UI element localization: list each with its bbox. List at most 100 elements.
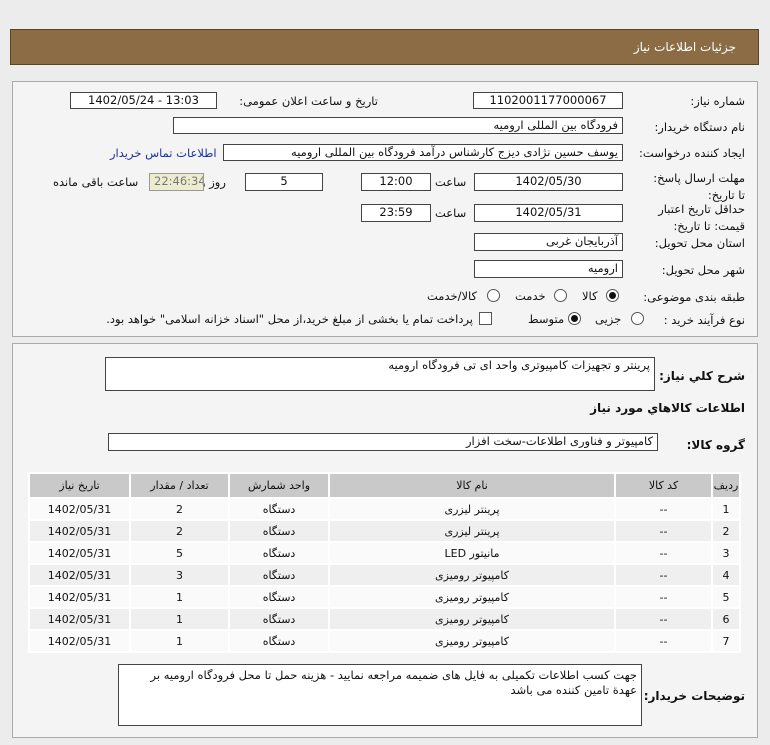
table-row: 7 -- کامپیوتر رومیزی دستگاه 1 1402/05/31 xyxy=(28,629,741,653)
buyer-label: نام دستگاه خریدار: xyxy=(654,120,745,134)
cell-row-number: 6 xyxy=(711,607,741,631)
cell-quantity: 2 xyxy=(129,497,230,521)
process-option-medium: متوسط xyxy=(528,312,565,326)
creator-label: ایجاد کننده درخواست: xyxy=(639,146,745,160)
cell-unit: دستگاه xyxy=(228,541,330,565)
cell-code: -- xyxy=(614,519,713,543)
announce-label: تاریخ و ساعت اعلان عمومی: xyxy=(239,94,378,108)
process-option-minor: جزیی xyxy=(595,312,622,326)
days-field: 5 xyxy=(245,173,323,191)
col-date: تاریخ نیاز xyxy=(28,472,131,499)
cell-code: -- xyxy=(614,585,713,609)
table-row: 3 -- مانیتور LED دستگاه 5 1402/05/31 xyxy=(28,541,741,565)
cell-code: -- xyxy=(614,563,713,587)
cell-unit: دستگاه xyxy=(228,519,330,543)
table-row: 5 -- کامپیوتر رومیزی دستگاه 1 1402/05/31 xyxy=(28,585,741,609)
cell-unit: دستگاه xyxy=(228,563,330,587)
page-header: جزئیات اطلاعات نیاز xyxy=(10,29,759,65)
category-radio-goods-service[interactable] xyxy=(487,289,500,302)
cell-unit: دستگاه xyxy=(228,585,330,609)
cell-quantity: 1 xyxy=(129,629,230,653)
col-quantity: تعداد / مقدار xyxy=(129,472,230,499)
col-name: نام کالا xyxy=(328,472,616,499)
cell-date: 1402/05/31 xyxy=(28,519,131,543)
province-label: استان محل تحویل: xyxy=(654,236,745,250)
category-radio-goods[interactable] xyxy=(606,289,619,302)
validity-date-field: 1402/05/31 xyxy=(474,204,623,222)
goods-group-field: کامپیوتر و فناوری اطلاعات-سخت افزار xyxy=(108,433,658,451)
cell-row-number: 3 xyxy=(711,541,741,565)
cell-code: -- xyxy=(614,497,713,521)
treasury-checkbox[interactable] xyxy=(479,312,492,325)
cell-code: -- xyxy=(614,629,713,653)
cell-row-number: 1 xyxy=(711,497,741,521)
category-label: طبقه بندی موضوعی: xyxy=(643,290,745,304)
process-radio-minor[interactable] xyxy=(631,312,644,325)
remaining-label: ساعت باقی مانده xyxy=(53,175,139,189)
remaining-time-field: 22:46:34 xyxy=(149,173,204,191)
description-label: شرح کلي نياز: xyxy=(659,369,745,383)
category-radio-service[interactable] xyxy=(554,289,567,302)
table-row: 1 -- پرینتر لیزری دستگاه 2 1402/05/31 xyxy=(28,497,741,521)
category-option-goods: کالا xyxy=(582,289,598,303)
col-row-number: ردیف xyxy=(711,472,741,499)
buyer-contact-link[interactable]: اطلاعات تماس خریدار xyxy=(110,146,217,160)
cell-name: مانیتور LED xyxy=(328,541,616,565)
cell-date: 1402/05/31 xyxy=(28,497,131,521)
cell-name: پرینتر لیزری xyxy=(328,497,616,521)
table-row: 6 -- کامپیوتر رومیزی دستگاه 1 1402/05/31 xyxy=(28,607,741,631)
cell-name: کامپیوتر رومیزی xyxy=(328,563,616,587)
need-number-field: 1102001177000067 xyxy=(473,92,623,109)
province-field: آذربایجان غربی xyxy=(474,233,623,251)
cell-name: کامپیوتر رومیزی xyxy=(328,585,616,609)
cell-row-number: 5 xyxy=(711,585,741,609)
need-number-label: شماره نیاز: xyxy=(690,94,745,108)
cell-row-number: 2 xyxy=(711,519,741,543)
description-field: پرینتر و تجهیزات کامپیوتری واحد ای تی فر… xyxy=(105,357,655,391)
validity-time-field: 23:59 xyxy=(361,204,431,222)
cell-name: پرینتر لیزری xyxy=(328,519,616,543)
cell-date: 1402/05/31 xyxy=(28,541,131,565)
process-radio-medium[interactable] xyxy=(568,312,581,325)
cell-unit: دستگاه xyxy=(228,497,330,521)
deadline-label: مهلت ارسال پاسخ: تا تاریخ: xyxy=(653,171,745,202)
announce-field: 1402/05/24 - 13:03 xyxy=(70,92,217,109)
cell-date: 1402/05/31 xyxy=(28,563,131,587)
cell-quantity: 5 xyxy=(129,541,230,565)
buyer-notes-label: توضیحات خریدار: xyxy=(643,689,745,703)
buyer-field: فرودگاه بین المللی ارومیه xyxy=(173,117,623,134)
cell-quantity: 1 xyxy=(129,607,230,631)
cell-row-number: 7 xyxy=(711,629,741,653)
category-option-goods-service: کالا/خدمت xyxy=(427,289,478,303)
cell-name: کامپیوتر رومیزی xyxy=(328,607,616,631)
cell-date: 1402/05/31 xyxy=(28,607,131,631)
category-option-service: خدمت xyxy=(515,289,546,303)
city-field: ارومیه xyxy=(474,260,623,278)
goods-section-title: اطلاعات کالاهاي مورد نياز xyxy=(590,401,745,415)
days-label: روز و xyxy=(200,175,226,189)
cell-unit: دستگاه xyxy=(228,629,330,653)
col-code: کد کالا xyxy=(614,472,713,499)
cell-code: -- xyxy=(614,541,713,565)
validity-time-label: ساعت xyxy=(435,206,467,220)
cell-name: کامپیوتر رومیزی xyxy=(328,629,616,653)
cell-quantity: 3 xyxy=(129,563,230,587)
cell-quantity: 1 xyxy=(129,585,230,609)
cell-quantity: 2 xyxy=(129,519,230,543)
cell-code: -- xyxy=(614,607,713,631)
page-title: جزئیات اطلاعات نیاز xyxy=(633,40,736,54)
table-header-row: ردیف کد کالا نام کالا واحد شمارش تعداد /… xyxy=(28,472,741,499)
table-row: 4 -- کامپیوتر رومیزی دستگاه 3 1402/05/31 xyxy=(28,563,741,587)
buyer-notes-field: جهت کسب اطلاعات تکمیلی به فایل های ضمیمه… xyxy=(118,664,642,726)
cell-date: 1402/05/31 xyxy=(28,585,131,609)
cell-row-number: 4 xyxy=(711,563,741,587)
deadline-date-field: 1402/05/30 xyxy=(474,173,623,191)
deadline-time-label: ساعت xyxy=(435,175,467,189)
cell-date: 1402/05/31 xyxy=(28,629,131,653)
deadline-time-field: 12:00 xyxy=(361,173,431,191)
creator-field: یوسف حسین نژادی دیزج کارشناس درآمد فرودگ… xyxy=(223,144,623,161)
treasury-text: پرداخت تمام یا بخشی از مبلغ خرید،از محل … xyxy=(106,312,473,326)
process-label: نوع فرآیند خرید : xyxy=(663,313,745,327)
table-row: 2 -- پرینتر لیزری دستگاه 2 1402/05/31 xyxy=(28,519,741,543)
goods-group-label: گروه کالا: xyxy=(686,438,745,452)
